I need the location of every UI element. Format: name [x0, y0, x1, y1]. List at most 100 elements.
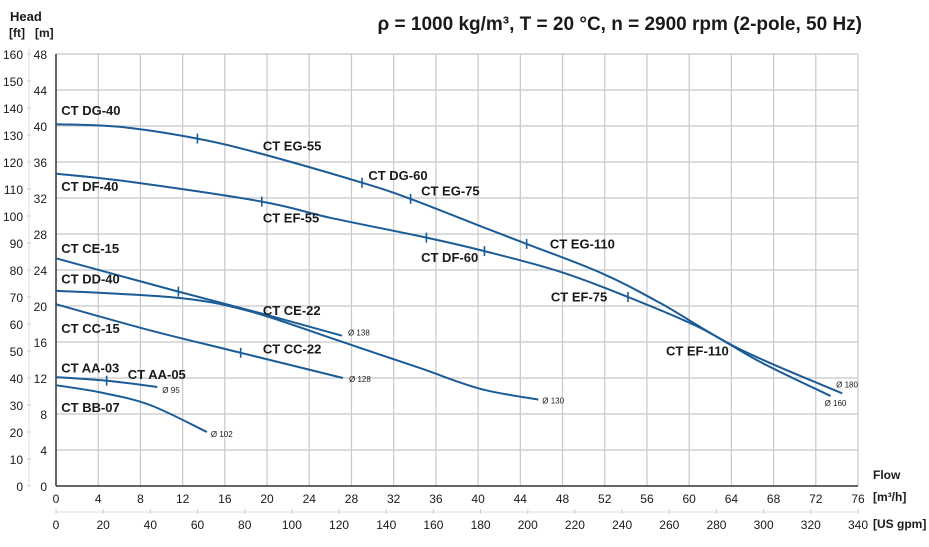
- x-tick-label-gpm: 100: [282, 518, 302, 532]
- y-tick-label-ft: 150: [3, 75, 23, 89]
- y-tick-label-ft: 90: [10, 237, 24, 251]
- x-tick-label-m3h: 52: [598, 492, 612, 506]
- impeller-diameter-label: Ø 130: [542, 397, 564, 406]
- x-tick-label-gpm: 280: [706, 518, 726, 532]
- y-tick-label-ft: 0: [16, 480, 23, 494]
- x-tick-label-m3h: 40: [471, 492, 485, 506]
- x-tick-label-m3h: 76: [851, 492, 865, 506]
- curves: [55, 123, 843, 433]
- y-tick-label-m: 40: [34, 120, 48, 134]
- x-tick-label-m3h: 28: [345, 492, 359, 506]
- x-tick-label-gpm: 260: [659, 518, 679, 532]
- y-tick-label-ft: 160: [3, 48, 23, 62]
- x-tick-label-m3h: 12: [176, 492, 190, 506]
- pump-curve-line: [55, 384, 208, 433]
- x-tick-label-m3h: 16: [218, 492, 232, 506]
- x-tick-label-m3h: 72: [809, 492, 823, 506]
- y-tick-label-ft: 80: [10, 264, 24, 278]
- x-tick-label-gpm: 200: [518, 518, 538, 532]
- pump-model-label: CT DG-60: [368, 168, 427, 183]
- y-tick-label-m: 0: [40, 480, 47, 494]
- x-tick-label-m3h: 24: [303, 492, 317, 506]
- y-axis-units-m: [m]: [35, 26, 54, 40]
- pump-model-label: CT EF-75: [551, 290, 607, 305]
- grid: [56, 53, 859, 486]
- pump-model-label: CT CE-15: [61, 241, 119, 256]
- x-tick-label-m3h: 56: [640, 492, 654, 506]
- curve-labels: Ø 180 Ø 160 Ø 138 Ø 130 Ø 128 Ø 95 Ø 102 CT DG-…: [61, 103, 858, 439]
- x-tick-label-m3h: 0: [53, 492, 60, 506]
- x-tick-label-gpm: 60: [191, 518, 205, 532]
- x-tick-label-gpm: 240: [612, 518, 632, 532]
- x-tick-label-gpm: 340: [848, 518, 868, 532]
- pump-model-label: CT DD-40: [61, 272, 120, 287]
- y-tick-label-m: 24: [34, 264, 48, 278]
- y-tick-label-m: 28: [34, 228, 48, 242]
- y-tick-label-m: 12: [34, 372, 48, 386]
- pump-model-label: CT EF-110: [666, 344, 729, 359]
- x-axis-label: Flow: [873, 468, 901, 482]
- y-tick-label-m: 32: [34, 192, 48, 206]
- y-tick-label-m: 48: [34, 48, 48, 62]
- y-tick-label-ft: 50: [10, 345, 24, 359]
- impeller-diameter-label: Ø 160: [825, 399, 847, 408]
- x-tick-label-m3h: 8: [137, 492, 144, 506]
- y-tick-label-ft: 10: [10, 453, 24, 467]
- x-tick-label-gpm: 0: [53, 518, 60, 532]
- x-tick-label-gpm: 300: [754, 518, 774, 532]
- pump-model-label: CT BB-07: [61, 400, 120, 415]
- y-tick-label-ft: 60: [10, 318, 24, 332]
- y-tick-label-ft: 130: [3, 129, 23, 143]
- axes: 0 4 8 12 16 20 24 28 32 36 40 44 48 52 56 60 64 68 72 76048…: [3, 47, 868, 532]
- pump-model-label: CT CC-22: [263, 342, 322, 357]
- y-tick-label-m: 4: [40, 444, 47, 458]
- pump-model-label: CT AA-05: [128, 367, 186, 382]
- pump-model-label: CT DG-40: [61, 103, 120, 118]
- x-tick-label-m3h: 36: [429, 492, 443, 506]
- impeller-diameter-label: Ø 128: [349, 375, 371, 384]
- pump-curve-line: [55, 123, 843, 395]
- x-tick-label-gpm: 220: [565, 518, 585, 532]
- pump-model-label: CT EG-55: [263, 138, 322, 153]
- pump-curve-line: [55, 172, 832, 397]
- pump-curve-line: [55, 303, 344, 379]
- pump-model-label: CT DF-40: [61, 179, 118, 194]
- x-tick-label-m3h: 20: [260, 492, 274, 506]
- pump-model-label: CT CE-22: [263, 303, 321, 318]
- pump-curve-line: [55, 289, 539, 401]
- x-tick-label-m3h: 4: [95, 492, 102, 506]
- x-tick-label-m3h: 64: [725, 492, 739, 506]
- pump-model-label: CT AA-03: [61, 361, 119, 376]
- x-tick-label-m3h: 60: [682, 492, 696, 506]
- y-tick-label-ft: 110: [4, 183, 23, 197]
- x-tick-label-gpm: 20: [96, 518, 110, 532]
- x-tick-label-gpm: 40: [144, 518, 158, 532]
- pump-model-label: CT EG-110: [550, 236, 615, 251]
- pump-curve-line: [55, 257, 343, 337]
- x-tick-label-gpm: 180: [471, 518, 491, 532]
- x-tick-label-m3h: 68: [767, 492, 781, 506]
- impeller-diameter-label: Ø 180: [836, 380, 858, 389]
- x-tick-label-m3h: 44: [514, 492, 528, 506]
- y-tick-label-ft: 30: [10, 399, 24, 413]
- y-tick-label-ft: 40: [10, 372, 24, 386]
- pump-model-label: CT CC-15: [61, 321, 120, 336]
- impeller-diameter-label: Ø 138: [348, 329, 370, 338]
- x-tick-label-gpm: 160: [423, 518, 443, 532]
- y-tick-label-m: 8: [40, 408, 47, 422]
- pump-model-label: CT EG-75: [421, 183, 480, 198]
- impeller-diameter-label: Ø 95: [162, 386, 180, 395]
- x-tick-label-m3h: 48: [556, 492, 570, 506]
- y-tick-label-ft: 70: [10, 291, 24, 305]
- impeller-diameter-label: Ø 102: [211, 430, 233, 439]
- y-tick-label-m: 44: [34, 84, 48, 98]
- x-axis-units-gpm: [US gpm]: [873, 517, 926, 531]
- pump-model-label: CT EF-55: [263, 210, 319, 225]
- pump-model-label: CT DF-60: [421, 250, 478, 265]
- y-tick-label-m: 16: [34, 336, 48, 350]
- y-tick-label-ft: 120: [3, 156, 23, 170]
- x-tick-label-m3h: 32: [387, 492, 401, 506]
- x-tick-label-gpm: 120: [329, 518, 349, 532]
- y-tick-label-m: 36: [34, 156, 48, 170]
